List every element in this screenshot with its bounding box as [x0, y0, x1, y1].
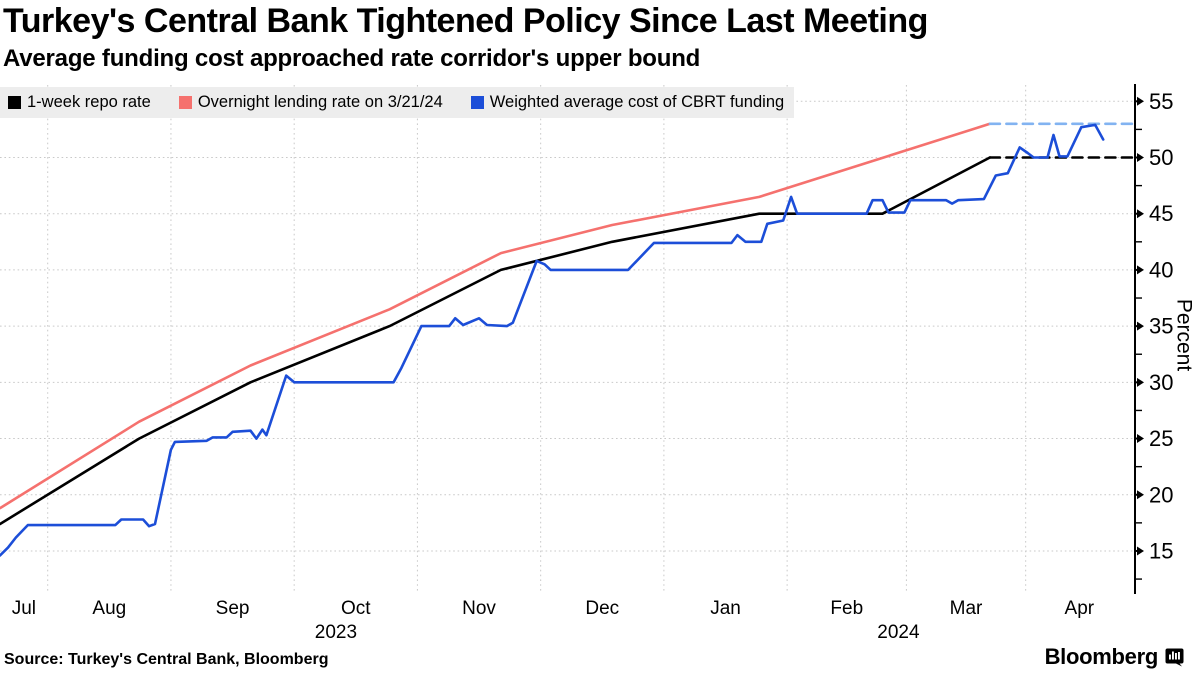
svg-text:Percent: Percent — [1173, 299, 1196, 372]
svg-text:30: 30 — [1149, 370, 1173, 395]
svg-text:Nov: Nov — [462, 598, 496, 619]
chart-subtitle: Average funding cost approached rate cor… — [3, 45, 701, 72]
legend-label: 1-week repo rate — [27, 93, 151, 111]
svg-text:Dec: Dec — [585, 598, 619, 619]
svg-text:Mar: Mar — [950, 598, 983, 619]
svg-text:20: 20 — [1149, 482, 1173, 507]
legend-label: Weighted average cost of CBRT funding — [489, 93, 785, 111]
svg-text:50: 50 — [1149, 145, 1173, 170]
page-title: Turkey's Central Bank Tightened Policy S… — [3, 2, 928, 40]
legend-item-overnight-lending: Overnight lending rate on 3/21/24 — [178, 93, 443, 112]
svg-text:35: 35 — [1149, 314, 1173, 339]
svg-text:Aug: Aug — [92, 598, 126, 619]
svg-text:Apr: Apr — [1065, 598, 1095, 619]
legend-item-repo-rate: 1-week repo rate — [8, 93, 151, 112]
legend-item-weighted-avg-cost: Weighted average cost of CBRT funding — [470, 93, 785, 112]
svg-text:2023: 2023 — [315, 622, 357, 643]
weighted-avg-cost-swatch-icon — [470, 96, 484, 109]
svg-text:2024: 2024 — [877, 622, 920, 643]
svg-text:Oct: Oct — [341, 598, 371, 619]
svg-text:25: 25 — [1149, 426, 1173, 451]
svg-text:Feb: Feb — [830, 598, 863, 619]
bloomberg-wordmark: Bloomberg — [1044, 644, 1159, 669]
svg-text:15: 15 — [1149, 538, 1173, 563]
svg-text:Sep: Sep — [216, 598, 250, 619]
svg-text:55: 55 — [1149, 89, 1173, 114]
bloomberg-terminal-icon — [1165, 648, 1184, 666]
source-note: Source: Turkey's Central Bank, Bloomberg — [4, 651, 329, 668]
overnight-lending-swatch-icon — [178, 96, 192, 109]
chart-legend: 1-week repo rate Overnight lending rate … — [0, 87, 795, 118]
svg-text:40: 40 — [1149, 257, 1173, 282]
legend-label: Overnight lending rate on 3/21/24 — [197, 93, 443, 111]
svg-text:Jan: Jan — [710, 598, 741, 619]
svg-text:45: 45 — [1149, 201, 1173, 226]
svg-text:Jul: Jul — [12, 598, 36, 619]
bloomberg-logo: Bloomberg — [1045, 644, 1184, 670]
repo-rate-swatch-icon — [8, 96, 21, 109]
